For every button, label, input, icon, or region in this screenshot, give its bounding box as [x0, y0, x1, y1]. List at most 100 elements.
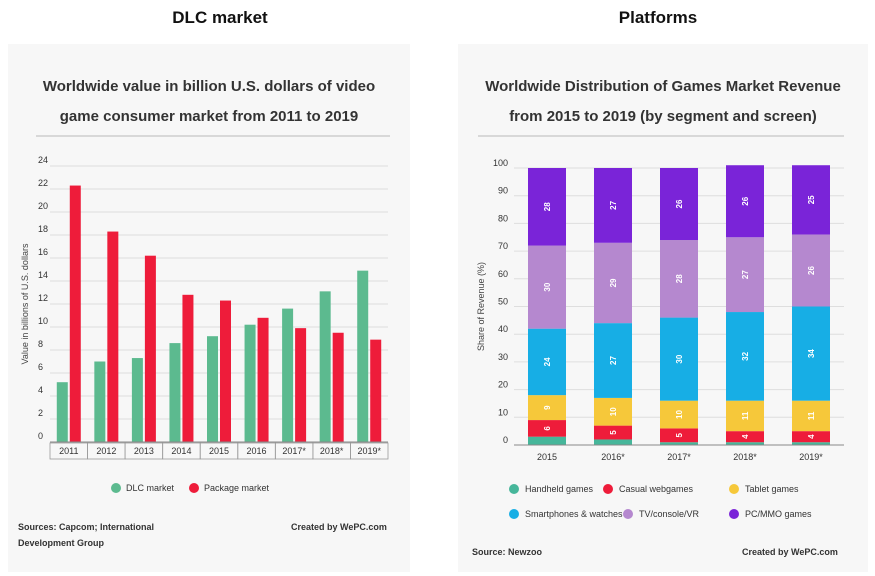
- segment-tablet: [528, 395, 566, 421]
- segment-tablet: [726, 400, 764, 432]
- dlc-chart-title-line1: Worldwide value in billion U.S. dollars …: [42, 78, 376, 95]
- dlc-bar: [56, 382, 68, 442]
- segment-value-label: 30: [675, 354, 684, 363]
- left-section-title: DLC market: [172, 8, 268, 27]
- platforms-x-tick-label: 2019*: [799, 452, 823, 462]
- platforms-y-tick-label: 50: [498, 297, 508, 307]
- platforms-chart-svg: 0 10 20 30 40 50 60 70 80 90 100 Share of Revenue (…: [476, 158, 844, 519]
- segment-value-label: 34: [807, 349, 816, 358]
- dlc-bar: [131, 358, 143, 442]
- segment-value-label: 4: [741, 434, 750, 439]
- legend-dlc-label: DLC market: [126, 483, 175, 493]
- platforms-x-tick-label: 2018*: [733, 452, 757, 462]
- platforms-chart-title-line1: Worldwide Distribution of Games Market R…: [485, 78, 841, 95]
- dlc-y-tick-label: 10: [38, 316, 48, 326]
- legend-dlc-marker: [111, 483, 121, 493]
- segment-value-label: 27: [609, 200, 618, 209]
- legend-package-marker: [189, 483, 199, 493]
- segment-tablet: [660, 400, 698, 429]
- dlc-x-category-box: [350, 442, 389, 460]
- segment-tv: [792, 234, 830, 307]
- segment-value-label: 5: [609, 430, 618, 435]
- segment-value-label: 11: [741, 411, 750, 420]
- segment-value-label: 10: [609, 407, 618, 416]
- legend-package-label: Package market: [204, 483, 270, 493]
- dlc-y-tick-label: 8: [38, 339, 43, 349]
- dlc-bar: [319, 291, 331, 442]
- segment-pc: [792, 165, 830, 235]
- dlc-sources-line1: Sources: Capcom; International: [18, 522, 155, 532]
- package-bar: [257, 317, 269, 442]
- segment-pc: [528, 168, 566, 246]
- dlc-created-by: Created by WePC.com: [291, 522, 387, 532]
- platforms-y-tick-label: 10: [498, 407, 508, 417]
- segment-tv: [594, 242, 632, 324]
- dlc-y-axis-label: Value in billions of U.S. dollars: [20, 243, 30, 364]
- dlc-bar: [169, 343, 181, 442]
- dlc-y-tick-label: 2: [38, 408, 43, 418]
- dlc-x-tick-label: 2015: [209, 446, 229, 456]
- package-bar: [295, 328, 307, 442]
- platforms-chart-panel: Worldwide Distribution of Games Market R…: [458, 44, 868, 572]
- segment-value-label: 5: [675, 433, 684, 438]
- platforms-y-tick-label: 60: [498, 269, 508, 279]
- dlc-bar: [244, 324, 256, 442]
- platforms-source: Source: Newzoo: [472, 547, 543, 557]
- dlc-x-tick-label: 2013: [134, 446, 154, 456]
- dlc-y-tick-label: 22: [38, 178, 48, 188]
- legend-tablet-marker: [729, 484, 739, 494]
- dlc-sources-line2: Development Group: [18, 538, 105, 548]
- platforms-x-tick-label: 2015: [537, 452, 557, 462]
- segment-value-label: 11: [807, 411, 816, 420]
- segment-value-label: 32: [741, 351, 750, 360]
- legend-tablet-label: Tablet games: [745, 484, 799, 494]
- segment-value-label: 30: [543, 282, 552, 291]
- package-bar: [182, 294, 194, 442]
- segment-value-label: 26: [807, 265, 816, 274]
- dlc-y-tick-label: 6: [38, 362, 43, 372]
- dlc-y-tick-label: 24: [38, 155, 48, 165]
- segment-value-label: 27: [609, 356, 618, 365]
- segment-tablet: [594, 397, 632, 426]
- dlc-x-tick-label: 2011: [59, 446, 78, 456]
- dlc-x-tick-label: 2019*: [357, 446, 381, 456]
- legend-handheld-label: Handheld games: [525, 484, 594, 494]
- platforms-x-tick-label: 2016*: [601, 452, 625, 462]
- platforms-x-tick-label: 2017*: [667, 452, 691, 462]
- segment-handheld: [660, 442, 698, 445]
- legend-casual-marker: [603, 484, 613, 494]
- package-bar: [69, 185, 81, 443]
- platforms-y-axis-label: Share of Revenue (%): [476, 262, 486, 351]
- segment-casual: [792, 431, 830, 443]
- segment-tv: [726, 237, 764, 313]
- platforms-y-tick-label: 40: [498, 324, 508, 334]
- platforms-y-tick-label: 30: [498, 352, 508, 362]
- package-bar: [144, 255, 156, 442]
- segment-smartphones: [660, 317, 698, 401]
- segment-handheld: [792, 442, 830, 445]
- dlc-y-tick-label: 18: [38, 224, 48, 234]
- segment-casual: [528, 420, 566, 437]
- dlc-bar: [357, 270, 369, 442]
- segment-casual: [660, 428, 698, 443]
- dlc-y-tick-label: 12: [38, 293, 48, 303]
- dlc-x-tick-label: 2012: [96, 446, 116, 456]
- platforms-y-tick-label: 80: [498, 213, 508, 223]
- segment-casual: [594, 425, 632, 440]
- dlc-y-tick-label: 16: [38, 247, 48, 257]
- platforms-y-tick-label: 0: [503, 435, 508, 445]
- segment-casual: [726, 431, 764, 443]
- segment-value-label: 29: [609, 278, 618, 287]
- package-bar: [107, 231, 119, 442]
- platforms-y-tick-label: 70: [498, 241, 508, 251]
- segment-value-label: 28: [675, 274, 684, 283]
- right-section-title: Platforms: [618, 8, 698, 27]
- segment-value-label: 6: [543, 426, 552, 431]
- segment-smartphones: [792, 306, 830, 401]
- segment-pc: [726, 165, 764, 238]
- dlc-bar: [94, 361, 106, 442]
- dlc-bar: [207, 336, 218, 442]
- segment-value-label: 24: [543, 357, 552, 366]
- legend-smartphones-marker: [509, 509, 519, 519]
- segment-handheld: [528, 436, 566, 445]
